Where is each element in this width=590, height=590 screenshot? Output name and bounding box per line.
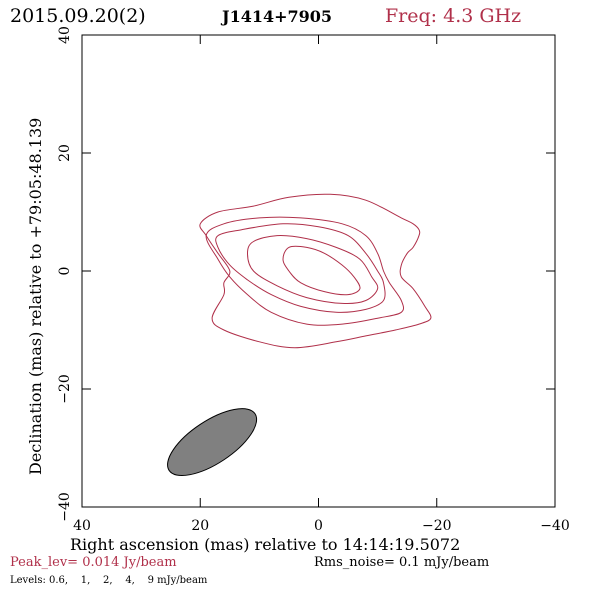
contour-levels: Levels: 0.6, 1, 2, 4, 9 mJy/beam <box>10 575 208 586</box>
x-tick-label: −20 <box>422 518 452 534</box>
contour-level-2 <box>215 223 386 313</box>
y-tick-label: 0 <box>57 267 73 276</box>
contour-level-0_6 <box>199 193 432 349</box>
contour-level-1 <box>205 216 405 326</box>
source-name: J1414+7905 <box>220 7 332 26</box>
y-tick-label: 40 <box>57 26 73 44</box>
y-tick-labels: −40 −20 0 20 40 <box>57 26 73 522</box>
observation-date: 2015.09.20(2) <box>10 5 146 27</box>
rms-noise: Rms_noise= 0.1 mJy/beam <box>314 555 489 570</box>
x-tick-label: 0 <box>314 518 323 534</box>
y-axis-label: Declination (mas) relative to +79:05:48.… <box>26 118 45 475</box>
peak-level: Peak_lev= 0.014 Jy/beam <box>10 555 177 570</box>
y-tick-label: −40 <box>57 492 73 522</box>
contour-level-4 <box>246 235 379 305</box>
x-tick-labels: 40 20 0 −20 −40 <box>73 518 570 534</box>
restoring-beam <box>167 408 258 477</box>
axis-ticks <box>81 34 556 508</box>
x-tick-label: 40 <box>73 518 91 534</box>
plot-frame <box>81 34 556 508</box>
frequency-label: Freq: 4.3 GHz <box>385 5 521 27</box>
contour-level-9 <box>282 245 361 296</box>
beam-group <box>167 408 258 477</box>
x-tick-label: −40 <box>540 518 570 534</box>
x-tick-label: 20 <box>191 518 209 534</box>
y-tick-label: 20 <box>57 144 73 162</box>
y-tick-label: −20 <box>57 374 73 404</box>
contour-set <box>199 193 432 349</box>
x-axis-label: Right ascension (mas) relative to 14:14:… <box>70 535 460 554</box>
